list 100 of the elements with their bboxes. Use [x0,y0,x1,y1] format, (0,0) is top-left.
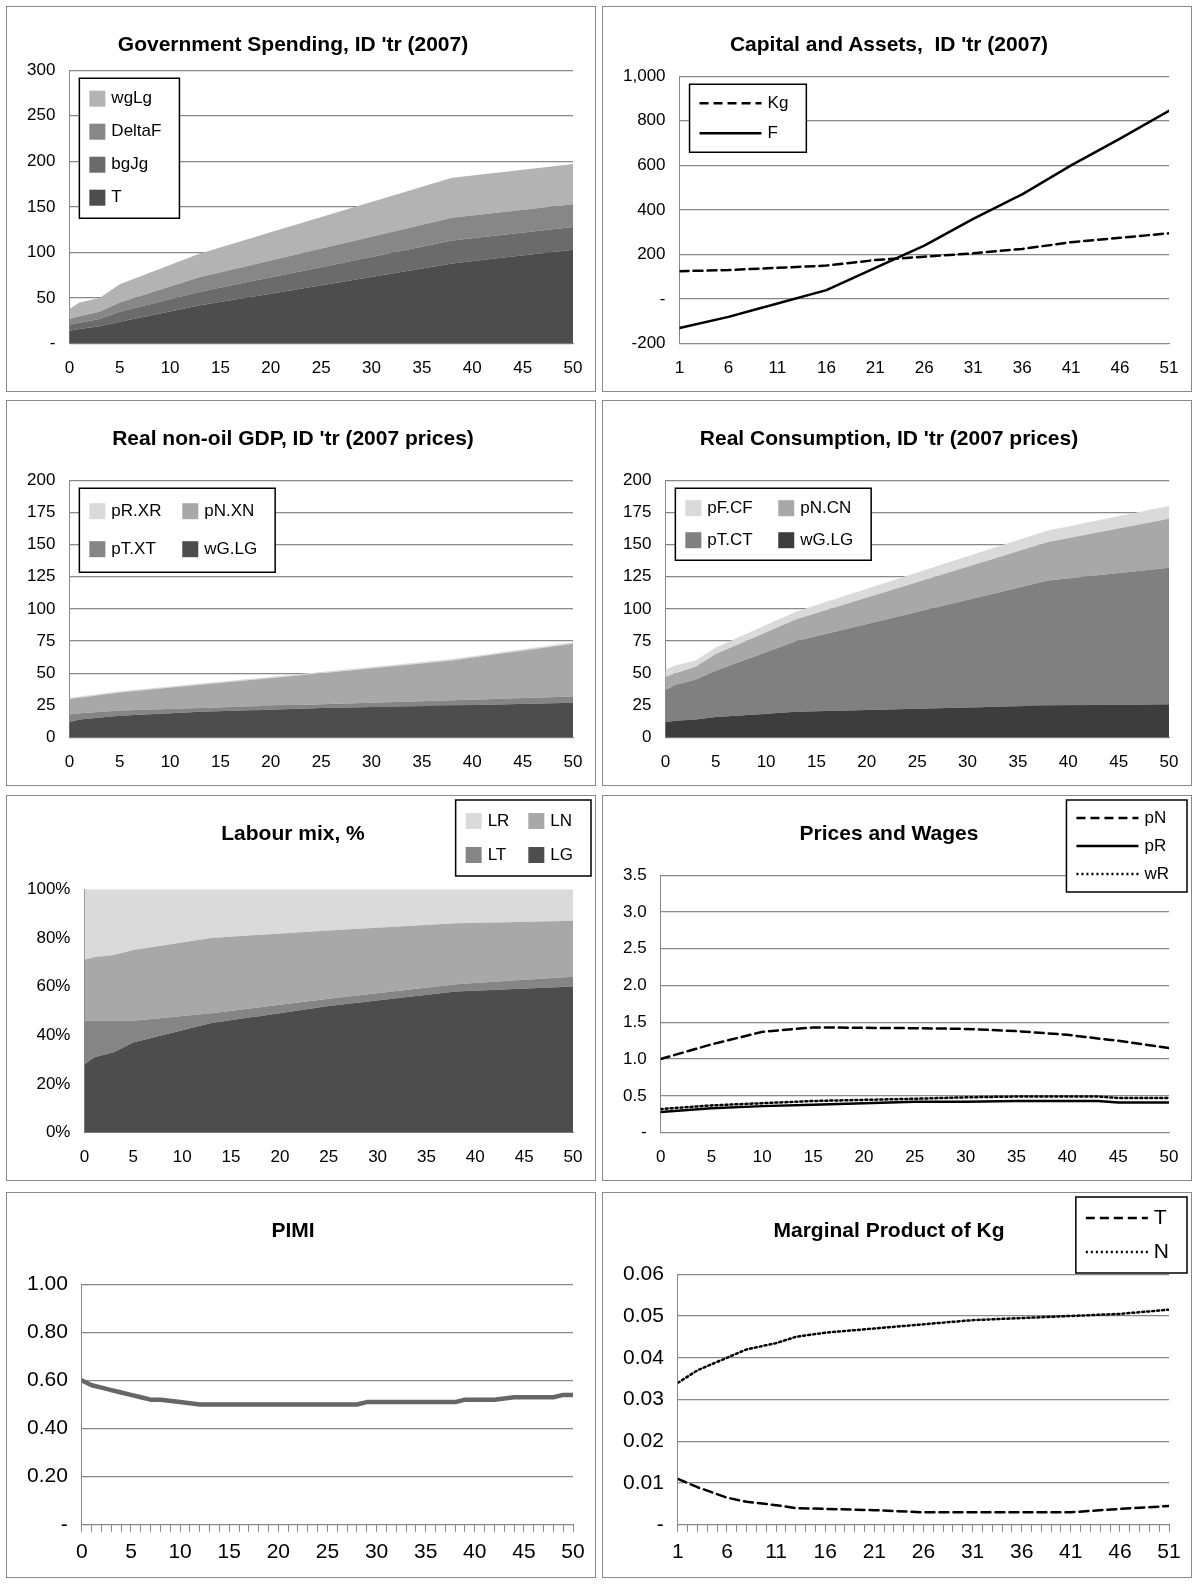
y-tick-label: 200 [622,469,652,489]
x-tick-label: 20 [270,1147,290,1167]
legend-label: pF.CF [707,497,753,517]
x-tick-label: 5 [128,1147,139,1167]
x-tick-label: 20 [266,1539,290,1563]
x-tick-label: 15 [217,1539,241,1563]
x-tick-label: 46 [1110,358,1130,378]
x-tick-label: 36 [1012,358,1032,378]
y-tick-label: 300 [26,59,56,79]
y-tick-label: 0.40 [27,1415,68,1439]
x-tick-label: 5 [125,1539,137,1563]
y-tick-label: 0.03 [623,1386,664,1410]
x-tick-label: 26 [911,1539,936,1563]
x-tick-label: 10 [172,1147,192,1167]
x-tick-label: 5 [710,752,721,772]
x-tick-label: 10 [752,1147,772,1167]
line-series [677,1477,1169,1514]
y-tick-label: 100 [26,242,56,262]
x-tick-label: 30 [368,1147,388,1167]
chart-title: Prices and Wages [799,821,979,845]
x-tick-label: 11 [768,358,787,378]
chart-title: Capital and Assets, ID 'tr (2007) [729,32,1049,56]
x-tick-label: 40 [465,1147,485,1167]
y-tick-label: 50 [36,287,56,307]
y-tick-label: 2.0 [622,975,647,995]
x-tick-label: 1 [674,358,685,378]
legend-label: DeltaF [111,121,162,141]
y-tick-label: 200 [637,244,666,264]
x-tick-label: 21 [865,358,885,378]
legend-label: LR [487,810,510,830]
x-tick-label: 5 [114,358,125,378]
legend-label: Kg [767,92,789,112]
legend-label: pN [1144,807,1167,827]
x-tick-label: 35 [412,752,432,772]
y-tick-label: 200 [26,469,56,489]
x-tick-label: 30 [362,752,382,772]
x-tick-label: 25 [905,1147,925,1167]
y-tick-label: 75 [36,630,56,650]
y-tick-label: 400 [637,199,666,219]
x-tick-label: 46 [1108,1539,1132,1563]
x-tick-label: 30 [364,1539,389,1563]
y-tick-label: 25 [36,695,56,715]
y-tick-label: - [659,288,666,308]
x-tick-label: 30 [362,358,382,378]
chart-title: Real Consumption, ID 'tr (2007 prices) [699,426,1079,450]
y-tick-label: 200 [26,151,56,171]
x-tick-label: 40 [463,1539,487,1563]
legend-label: LN [550,810,573,830]
x-tick-label: 5 [706,1147,717,1167]
x-tick-label: 25 [319,1147,339,1167]
legend-label: LG [550,844,574,864]
x-tick-label: 45 [513,358,533,378]
legend-label: bgJg [111,154,149,174]
legend-label: pR.XR [111,500,162,520]
y-tick-label: 100 [26,598,56,618]
legend-label: F [767,122,778,142]
y-tick-label: - [640,1122,647,1142]
y-tick-label: - [656,1511,664,1535]
x-tick-label: 0 [79,1147,90,1167]
x-tick-label: 16 [813,1539,837,1563]
x-tick-label: 45 [513,752,533,772]
y-tick-label: 25 [632,695,652,715]
y-tick-label: - [60,1511,68,1535]
x-tick-label: 36 [1009,1539,1034,1563]
y-tick-label: 50 [632,662,652,682]
legend-label: wR [1143,863,1170,883]
legend-label: wG.LG [799,529,854,549]
legend-label: pT.XT [111,538,156,558]
y-tick-label: 150 [26,196,56,216]
x-tick-label: 15 [210,752,230,772]
chart-title: Marginal Product of Kg [773,1218,1005,1242]
y-tick-label: 800 [637,110,666,130]
y-tick-label: 0.01 [623,1469,664,1493]
y-tick-label: 0% [45,1122,71,1142]
x-tick-label: 11 [765,1539,787,1563]
x-tick-label: 30 [958,752,978,772]
y-tick-label: 0.5 [622,1085,647,1105]
x-tick-label: 40 [462,358,482,378]
chart-title: Real non-oil GDP, ID 'tr (2007 prices) [112,426,474,450]
x-tick-label: 26 [914,358,934,378]
y-tick-label: 1,000 [622,65,666,85]
y-tick-label: 125 [622,566,652,586]
legend-label: pN.XN [204,500,255,520]
x-tick-label: 20 [854,1147,874,1167]
x-tick-label: 25 [311,752,331,772]
y-tick-label: 3.0 [622,901,647,921]
legend-label: pT.CT [707,529,753,549]
legend-label: T [111,187,122,207]
chart-title: Labour mix, % [221,821,366,845]
x-tick-label: 45 [1108,1147,1128,1167]
legend-label: N [1153,1238,1170,1262]
x-tick-label: 35 [1008,752,1028,772]
x-tick-label: 16 [816,358,836,378]
y-tick-label: 3.5 [622,864,647,884]
y-tick-label: 0.05 [623,1302,664,1326]
x-tick-label: 6 [723,358,734,378]
x-tick-label: 10 [160,752,180,772]
y-tick-label: 0 [45,727,56,747]
y-tick-label: 175 [26,502,56,522]
x-tick-label: 50 [561,1539,585,1563]
